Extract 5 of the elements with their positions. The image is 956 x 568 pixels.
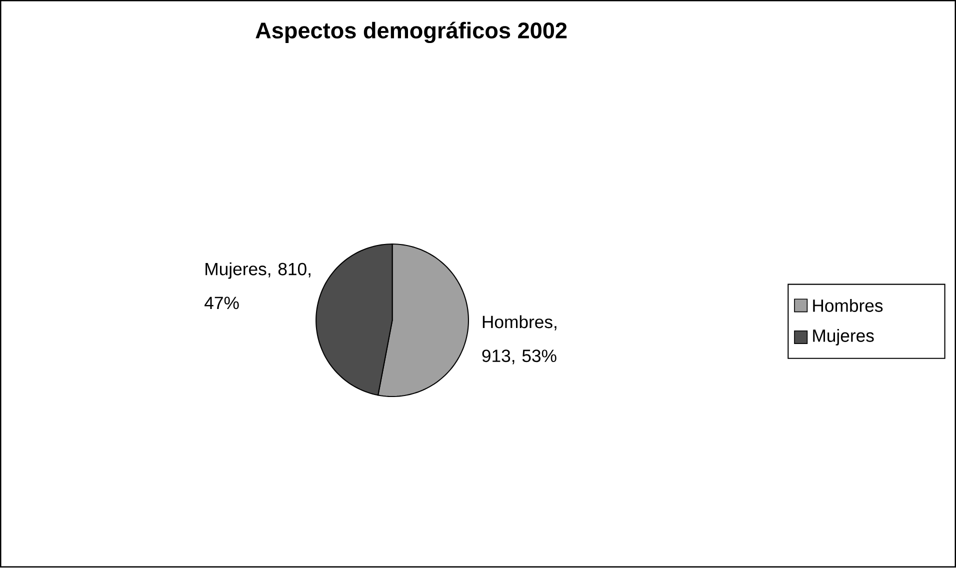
legend-label: Hombres (813, 299, 883, 312)
data-label: Hombres, 913, 53% (482, 315, 556, 364)
data-label: Mujeres, 810, 47% (204, 262, 310, 310)
chart-title: Aspectos demográficos 2002 (256, 22, 567, 44)
legend-label: Mujeres (813, 329, 874, 346)
